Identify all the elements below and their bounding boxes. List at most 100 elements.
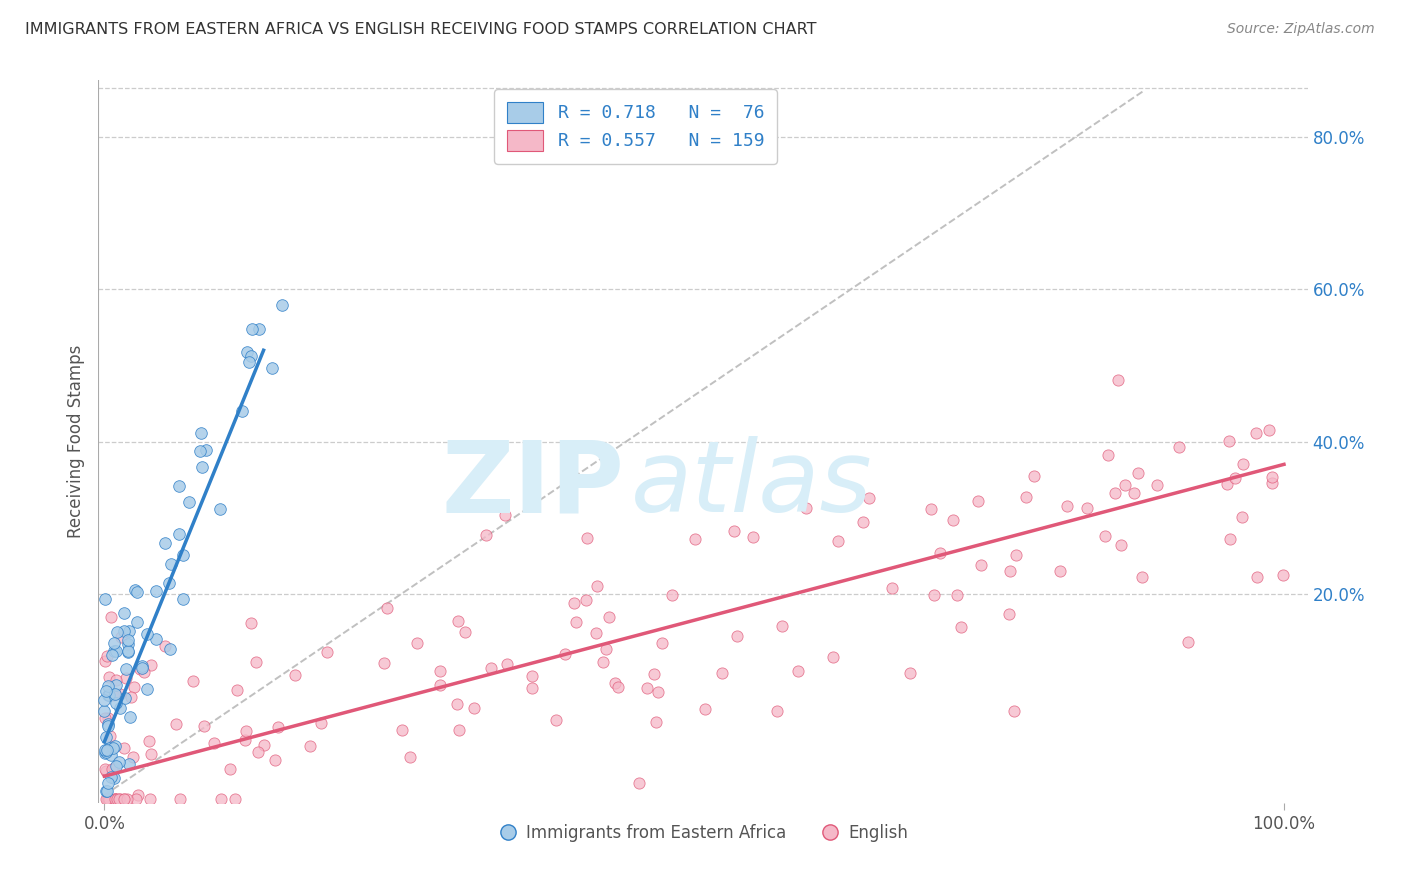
Point bbox=[479, 661, 502, 675]
Point bbox=[112, 792, 135, 806]
Point bbox=[970, 558, 993, 572]
Point bbox=[1104, 486, 1126, 500]
Point bbox=[546, 713, 568, 727]
Point bbox=[94, 784, 117, 798]
Point bbox=[97, 679, 120, 693]
Point bbox=[98, 670, 121, 684]
Point bbox=[96, 743, 118, 757]
Point bbox=[882, 581, 904, 595]
Point bbox=[271, 298, 294, 312]
Point bbox=[1219, 533, 1241, 547]
Point bbox=[96, 792, 118, 806]
Text: IMMIGRANTS FROM EASTERN AFRICA VS ENGLISH RECEIVING FOOD STAMPS CORRELATION CHAR: IMMIGRANTS FROM EASTERN AFRICA VS ENGLIS… bbox=[25, 22, 817, 37]
Point bbox=[796, 500, 818, 515]
Point bbox=[1215, 476, 1237, 491]
Point bbox=[766, 704, 789, 718]
Point bbox=[202, 736, 225, 750]
Point bbox=[94, 743, 117, 757]
Point bbox=[1168, 440, 1191, 454]
Point bbox=[191, 460, 214, 475]
Point bbox=[112, 741, 135, 756]
Point bbox=[135, 627, 157, 641]
Point bbox=[103, 688, 125, 702]
Point bbox=[224, 792, 246, 806]
Point bbox=[245, 655, 267, 669]
Point bbox=[1258, 423, 1281, 437]
Point bbox=[169, 526, 191, 541]
Point bbox=[94, 684, 117, 698]
Point bbox=[100, 729, 122, 743]
Point bbox=[129, 662, 152, 676]
Point bbox=[1014, 491, 1036, 505]
Point bbox=[922, 588, 945, 602]
Point bbox=[770, 618, 793, 632]
Point bbox=[193, 719, 215, 733]
Point bbox=[316, 645, 339, 659]
Point bbox=[117, 633, 139, 648]
Point bbox=[240, 322, 263, 336]
Point bbox=[375, 600, 398, 615]
Point bbox=[823, 650, 845, 665]
Point bbox=[100, 610, 122, 624]
Point bbox=[651, 635, 673, 649]
Point bbox=[112, 792, 135, 806]
Point bbox=[898, 665, 921, 680]
Point bbox=[554, 647, 576, 661]
Point bbox=[127, 789, 149, 803]
Point bbox=[406, 636, 429, 650]
Point bbox=[1094, 529, 1116, 543]
Point bbox=[447, 614, 470, 628]
Point bbox=[447, 723, 470, 738]
Point bbox=[98, 741, 121, 756]
Point bbox=[240, 615, 263, 630]
Point bbox=[218, 762, 240, 776]
Point bbox=[94, 591, 117, 606]
Point bbox=[139, 792, 162, 806]
Point bbox=[1230, 510, 1253, 524]
Point bbox=[725, 629, 748, 643]
Point bbox=[103, 740, 125, 755]
Point bbox=[1246, 426, 1268, 441]
Point bbox=[110, 630, 132, 644]
Point bbox=[429, 664, 451, 678]
Point bbox=[94, 745, 117, 759]
Point bbox=[120, 690, 142, 705]
Point bbox=[858, 491, 880, 506]
Point bbox=[1097, 448, 1119, 462]
Point bbox=[124, 582, 146, 597]
Point bbox=[399, 750, 422, 764]
Point bbox=[208, 502, 231, 516]
Point bbox=[1002, 704, 1025, 718]
Point bbox=[522, 669, 544, 683]
Point bbox=[998, 564, 1021, 578]
Point bbox=[103, 636, 125, 650]
Point bbox=[135, 681, 157, 696]
Point bbox=[391, 723, 413, 737]
Point bbox=[124, 680, 146, 694]
Point bbox=[1260, 470, 1282, 484]
Point bbox=[231, 404, 253, 418]
Point bbox=[100, 747, 122, 762]
Point bbox=[786, 665, 808, 679]
Text: ZIP: ZIP bbox=[441, 436, 624, 533]
Point bbox=[104, 644, 127, 658]
Y-axis label: Receiving Food Stamps: Receiving Food Stamps bbox=[66, 345, 84, 538]
Point bbox=[153, 639, 176, 653]
Point bbox=[592, 655, 614, 669]
Point bbox=[1004, 549, 1026, 563]
Point bbox=[429, 677, 451, 691]
Point bbox=[595, 642, 617, 657]
Point bbox=[105, 792, 128, 806]
Point bbox=[239, 349, 262, 363]
Point bbox=[463, 701, 485, 715]
Point bbox=[920, 502, 942, 516]
Point bbox=[1128, 466, 1150, 480]
Point bbox=[1130, 570, 1153, 584]
Point bbox=[105, 625, 128, 640]
Point bbox=[575, 592, 598, 607]
Point bbox=[495, 657, 517, 672]
Point bbox=[454, 624, 477, 639]
Point bbox=[94, 746, 117, 760]
Point bbox=[105, 759, 128, 773]
Point bbox=[103, 761, 125, 775]
